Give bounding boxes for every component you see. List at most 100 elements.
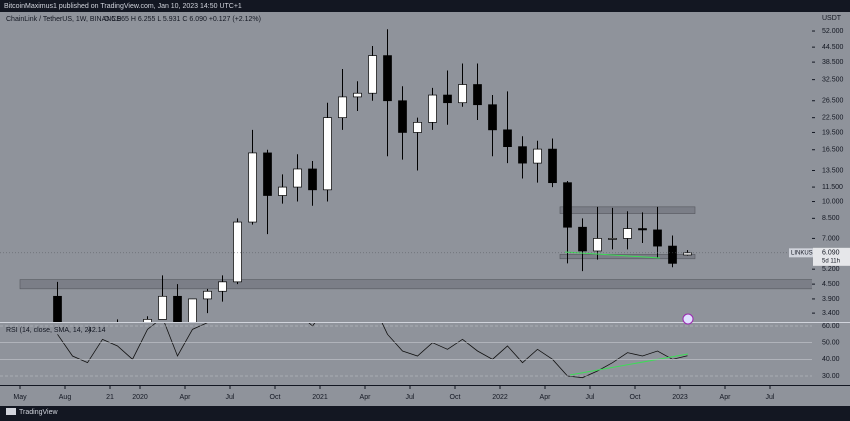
y-tick-label: 7.000 bbox=[822, 235, 840, 242]
footer: TradingView bbox=[19, 409, 58, 416]
header: BitcoinMaximus1 published on TradingView… bbox=[4, 3, 242, 10]
candle-body bbox=[683, 252, 692, 256]
x-tick-label: Apr bbox=[720, 394, 732, 401]
candle-body bbox=[203, 290, 212, 300]
candle-body bbox=[53, 295, 62, 322]
time-axis-bg bbox=[0, 386, 850, 406]
candle-body bbox=[503, 129, 512, 148]
symbol-label: LINKUSDT bbox=[791, 250, 821, 256]
candle-body bbox=[173, 295, 182, 322]
candle-body bbox=[158, 295, 167, 320]
candle-body bbox=[533, 148, 542, 164]
x-tick-label: Aug bbox=[59, 394, 72, 401]
candle-body bbox=[428, 94, 437, 123]
y-tick-label: 3.400 bbox=[822, 310, 840, 317]
event-icon[interactable] bbox=[682, 313, 694, 325]
y-tick-label: 4.500 bbox=[822, 281, 840, 288]
zone bbox=[19, 279, 812, 290]
chart-title: ChainLink / TetherUS, 1W, BINANCE bbox=[6, 16, 121, 23]
y-tick-label: 8.500 bbox=[822, 215, 840, 222]
candle-body bbox=[638, 228, 647, 231]
candle-body bbox=[623, 228, 632, 239]
candle-body bbox=[473, 84, 482, 106]
candle-body bbox=[188, 298, 197, 322]
candle-body bbox=[143, 319, 152, 322]
candle-body bbox=[248, 152, 257, 223]
y-tick-label: 52.000 bbox=[822, 28, 844, 35]
x-tick-label: Jul bbox=[766, 394, 775, 401]
candle-body bbox=[353, 92, 362, 98]
candle-body bbox=[263, 152, 272, 196]
candle-body bbox=[608, 238, 617, 240]
x-tick-label: Apr bbox=[540, 394, 552, 401]
price-tag bbox=[813, 247, 850, 266]
candle-body bbox=[563, 182, 572, 228]
x-tick-label: 2020 bbox=[132, 394, 148, 401]
y-tick-label: 10.000 bbox=[822, 198, 844, 205]
candle-body bbox=[518, 146, 527, 164]
logo bbox=[6, 408, 16, 415]
ohlc-legend: O 5.965 H 6.255 L 5.931 C 6.090 +0.127 (… bbox=[104, 16, 261, 23]
candle-body bbox=[323, 117, 332, 191]
rsi-tick-label: 30.00 bbox=[822, 373, 840, 380]
y-tick-label: 32.500 bbox=[822, 76, 844, 83]
countdown: 5d 11h bbox=[822, 258, 840, 264]
x-tick-label: Jul bbox=[406, 394, 415, 401]
candle-body bbox=[578, 226, 587, 252]
candle-body bbox=[218, 281, 227, 292]
y-tick-label: 44.500 bbox=[822, 44, 844, 51]
y-tick-label: 19.500 bbox=[822, 129, 844, 136]
x-tick-label: May bbox=[13, 394, 27, 401]
zone bbox=[559, 254, 696, 260]
rsi-title: RSI (14, close, SMA, 14, 2) bbox=[6, 327, 91, 334]
y-tick-label: 22.500 bbox=[822, 115, 844, 122]
price-pane bbox=[19, 29, 812, 322]
plot-bg bbox=[0, 12, 812, 385]
y-tick-label: 38.500 bbox=[822, 59, 844, 66]
rsi-trendline bbox=[569, 353, 689, 376]
y-tick-label: 5.200 bbox=[822, 266, 840, 273]
rsi-pane bbox=[57, 323, 688, 379]
candle-body bbox=[458, 84, 467, 104]
x-tick-label: Apr bbox=[360, 394, 372, 401]
y-tick-label: 16.500 bbox=[822, 147, 844, 154]
candle-body bbox=[233, 221, 242, 283]
rsi-tick-label: 40.00 bbox=[822, 356, 840, 363]
candle-body bbox=[653, 229, 662, 247]
price-tag-label: 6.090 bbox=[822, 250, 840, 257]
currency: USDT bbox=[822, 15, 842, 22]
candle-body bbox=[398, 100, 407, 133]
candle-body bbox=[293, 168, 302, 188]
candle-body bbox=[443, 94, 452, 104]
x-tick-label: 2022 bbox=[492, 394, 508, 401]
symbol-tag bbox=[789, 248, 813, 258]
candle-body bbox=[593, 238, 602, 252]
candle-body bbox=[548, 148, 557, 184]
y-tick-label: 3.900 bbox=[822, 296, 840, 303]
x-tick-label: 2023 bbox=[672, 394, 688, 401]
rsi-tick-label: 60.00 bbox=[822, 323, 840, 330]
y-tick-label: 13.500 bbox=[822, 167, 844, 174]
candle-body bbox=[338, 96, 347, 119]
candle-body bbox=[488, 104, 497, 131]
rsi-tick-label: 50.00 bbox=[822, 340, 840, 347]
y-tick-label: 26.500 bbox=[822, 98, 844, 105]
rsi-line bbox=[57, 323, 688, 379]
x-tick-label: Apr bbox=[180, 394, 192, 401]
candle-body bbox=[668, 245, 677, 264]
x-tick-label: 2021 bbox=[312, 394, 328, 401]
candle-body bbox=[413, 122, 422, 133]
trendline bbox=[564, 251, 661, 259]
x-tick-label: Oct bbox=[270, 394, 281, 401]
candle-body bbox=[383, 55, 392, 102]
candle-body bbox=[278, 186, 287, 196]
candle-body bbox=[308, 168, 317, 191]
x-tick-label: Jul bbox=[226, 394, 235, 401]
x-tick-label: Oct bbox=[630, 394, 641, 401]
y-tick-label: 11.500 bbox=[822, 184, 843, 191]
candle-body bbox=[368, 55, 377, 94]
x-tick-label: Oct bbox=[450, 394, 461, 401]
x-tick-label: 21 bbox=[106, 394, 114, 401]
